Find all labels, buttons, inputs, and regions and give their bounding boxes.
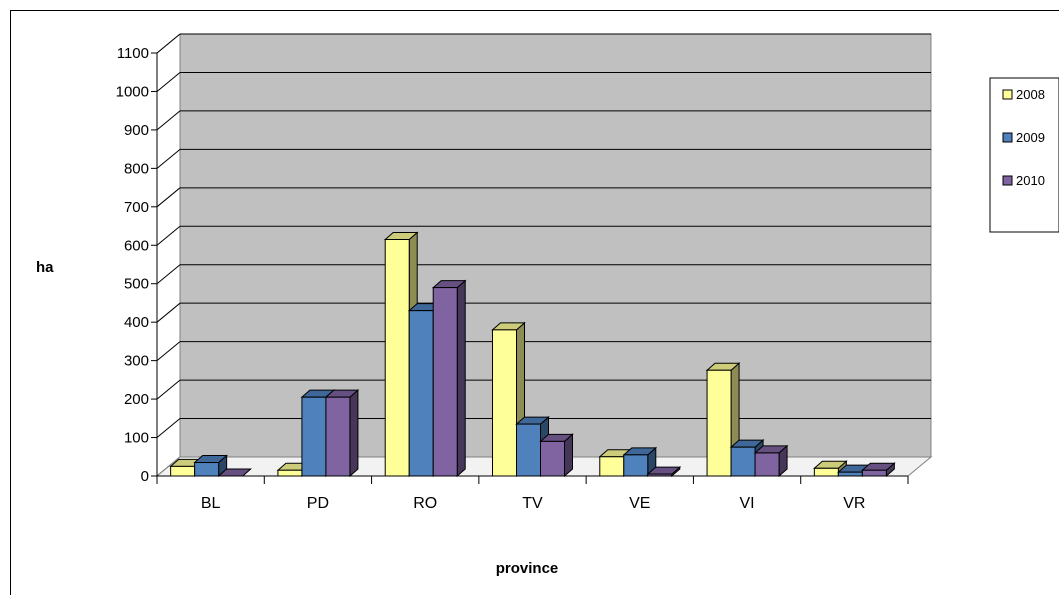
legend-box bbox=[989, 77, 1059, 233]
legend-label: 2008 bbox=[1016, 87, 1045, 102]
y-tick-label: 100 bbox=[124, 430, 149, 447]
bar-front bbox=[754, 452, 780, 477]
x-tick-label: VI bbox=[740, 495, 755, 512]
bar-front bbox=[861, 469, 887, 477]
bar bbox=[431, 279, 467, 478]
x-tick-label: VR bbox=[843, 495, 865, 512]
bar bbox=[753, 444, 789, 478]
y-tick-label: 800 bbox=[124, 160, 149, 177]
plot-back-wall-rect bbox=[179, 33, 932, 458]
bar-front bbox=[277, 469, 303, 477]
gridline-side bbox=[156, 341, 181, 362]
legend-swatch bbox=[1002, 89, 1013, 100]
legend-swatch bbox=[1002, 175, 1013, 186]
x-tick-label: VE bbox=[629, 495, 650, 512]
bar bbox=[861, 462, 896, 478]
bar-front bbox=[492, 329, 517, 477]
y-tick-label: 200 bbox=[124, 391, 149, 408]
bar bbox=[515, 415, 550, 478]
legend-swatch bbox=[1002, 132, 1013, 143]
gridline-side bbox=[156, 225, 181, 246]
gridline-side bbox=[156, 33, 181, 54]
plot-side-wall bbox=[156, 32, 181, 478]
bar-front bbox=[730, 446, 756, 477]
bar-front bbox=[170, 465, 196, 477]
bar-front bbox=[325, 396, 351, 477]
bar bbox=[646, 465, 682, 478]
gridline-side bbox=[156, 302, 181, 323]
y-tick-label: 300 bbox=[124, 353, 149, 370]
x-tick-label: PD bbox=[307, 495, 329, 512]
bar-top bbox=[217, 468, 252, 477]
y-axis-title: ha bbox=[36, 259, 54, 276]
bar-front bbox=[623, 454, 649, 477]
x-axis-title: province bbox=[496, 560, 559, 577]
x-tick-label: RO bbox=[413, 495, 437, 512]
bar-front bbox=[837, 471, 863, 477]
gridline-side bbox=[156, 72, 181, 92]
y-tick-label: 700 bbox=[124, 199, 149, 216]
plot-back-wall bbox=[156, 32, 932, 478]
bar-front bbox=[540, 440, 565, 477]
bar bbox=[622, 446, 658, 478]
gridline-side bbox=[156, 110, 181, 131]
x-tick-label: TV bbox=[522, 495, 543, 512]
bar-side bbox=[349, 389, 359, 478]
legend: 2008 2009 2010 bbox=[989, 77, 1059, 233]
legend-label: 2009 bbox=[1016, 130, 1045, 145]
bar-front bbox=[599, 456, 625, 477]
gridline-side bbox=[156, 187, 181, 208]
gridline-side bbox=[156, 418, 181, 438]
y-tick-label: 1000 bbox=[116, 83, 149, 100]
legend-label: 2010 bbox=[1016, 173, 1045, 188]
bars bbox=[169, 231, 896, 478]
y-tick-label: 500 bbox=[124, 276, 149, 293]
bar-front bbox=[194, 462, 220, 477]
y-tick-label: 600 bbox=[124, 237, 149, 254]
bar-front bbox=[647, 473, 673, 477]
bar-front bbox=[301, 396, 327, 477]
x-tick-labels: BL PD RO TV VE VI VR bbox=[201, 495, 866, 512]
y-tick-labels: 0 100 200 300 400 500 600 700 800 900 1000 1100 bbox=[116, 45, 149, 485]
bar-side bbox=[456, 279, 466, 478]
bar bbox=[539, 433, 574, 478]
x-tick-label: BL bbox=[201, 495, 221, 512]
bar bbox=[324, 389, 360, 478]
y-tick-label: 900 bbox=[124, 122, 149, 139]
gridline-side bbox=[156, 148, 181, 169]
bar-front bbox=[432, 287, 458, 477]
gridline-side bbox=[156, 379, 181, 400]
y-tick-label: 400 bbox=[124, 314, 149, 331]
y-tick-label: 1100 bbox=[117, 45, 149, 62]
y-tick-label: 0 bbox=[141, 468, 149, 485]
bar bbox=[217, 468, 252, 477]
bar-front bbox=[408, 310, 434, 477]
bar-front bbox=[813, 467, 839, 477]
bar-front bbox=[706, 369, 732, 477]
gridline-side bbox=[156, 264, 181, 285]
bar-front bbox=[384, 239, 410, 477]
bar-front bbox=[516, 423, 541, 477]
